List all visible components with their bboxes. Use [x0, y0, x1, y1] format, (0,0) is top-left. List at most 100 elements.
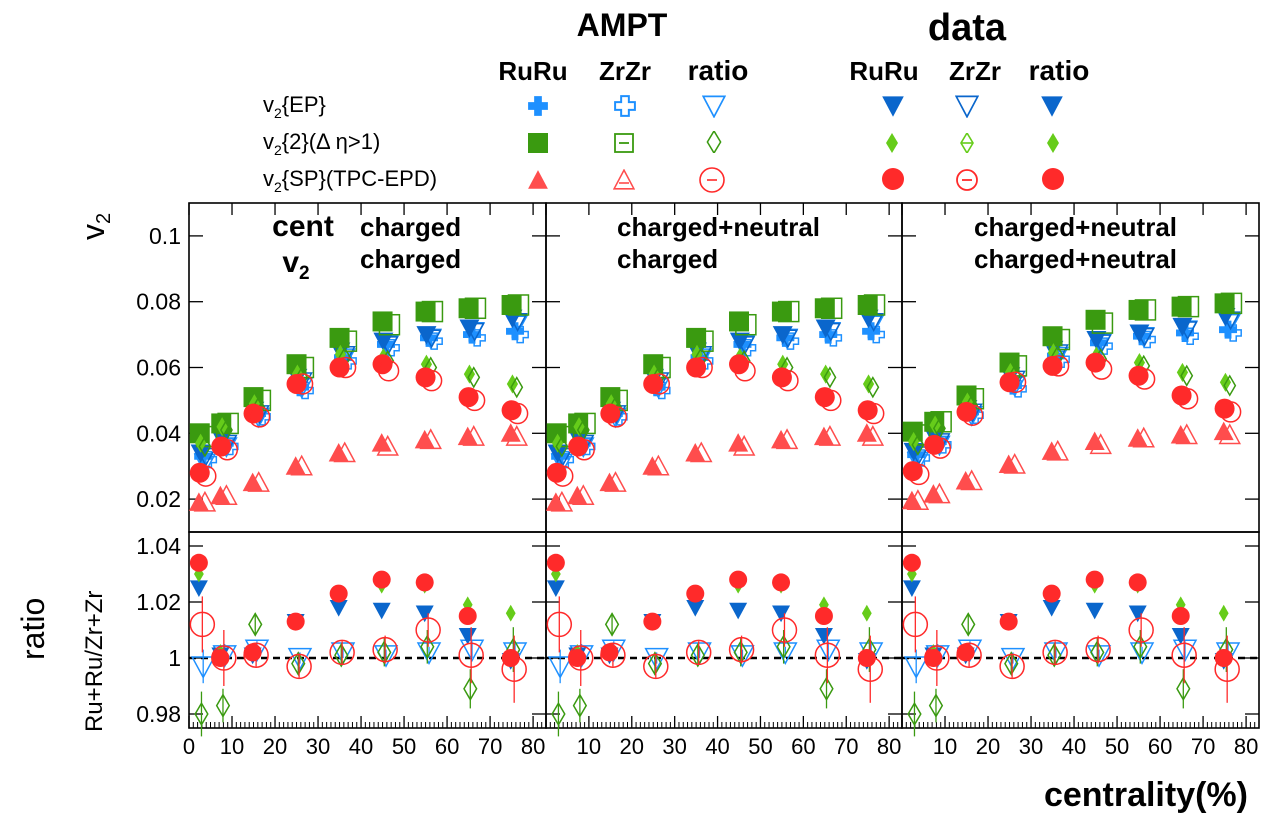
data-point — [195, 465, 217, 487]
data-point — [1042, 326, 1063, 347]
ratio-point — [459, 639, 485, 663]
data-point — [505, 425, 529, 446]
data-point — [371, 433, 392, 452]
panel1-v2-label: v2 — [282, 246, 309, 284]
ratio-point — [372, 570, 391, 589]
ratio-point — [1128, 617, 1154, 643]
data-point — [415, 367, 436, 388]
panel-frame-bottom — [188, 531, 547, 729]
data-point — [732, 434, 756, 456]
ratio-point — [814, 607, 833, 625]
panel1-label-line2: charged — [360, 244, 461, 274]
data-point — [555, 435, 569, 458]
legend-marker-data-ruru-sp — [882, 168, 904, 190]
y-tick-label-top: 0.04 — [136, 420, 181, 446]
data-point — [729, 311, 750, 332]
ratio-point — [690, 642, 706, 668]
ratio-point — [728, 636, 755, 663]
legend-marker-data-zrzr-sp — [956, 169, 978, 191]
x-tick-label: 70 — [1191, 734, 1215, 759]
ratio-point — [902, 611, 929, 638]
data-point — [198, 435, 212, 458]
data-point — [647, 454, 670, 476]
ratio-point — [1042, 639, 1068, 666]
x-tick-label: 20 — [976, 734, 1000, 759]
data-point — [189, 462, 210, 483]
x-tick-label: 60 — [1148, 734, 1172, 759]
ratio-point — [546, 611, 573, 638]
data-point — [1170, 424, 1191, 444]
ratio-point — [415, 617, 441, 643]
ratio-point — [1128, 605, 1147, 623]
ratio-point — [372, 602, 391, 620]
data-point — [464, 322, 485, 342]
y-axis-title-v2: v2 — [75, 213, 115, 240]
data-point — [600, 403, 621, 424]
ratio-point — [857, 649, 876, 667]
data-point — [573, 439, 595, 461]
data-point — [863, 294, 886, 316]
legend-data-title: data — [928, 7, 1007, 49]
data-point — [691, 356, 713, 379]
ratio-point — [903, 656, 929, 679]
data-point — [242, 472, 263, 492]
x-tick-label: 50 — [392, 734, 416, 759]
data-point — [1003, 452, 1026, 474]
data-point — [1047, 355, 1070, 377]
ratio-point — [771, 617, 798, 643]
panel-frame-top — [545, 202, 903, 533]
ratio-point — [956, 642, 982, 668]
data-point — [648, 373, 670, 395]
data-point — [998, 454, 1019, 474]
y-tick-label-top: 0.08 — [136, 289, 181, 315]
data-point — [1134, 327, 1155, 347]
legend-marker-ampt-ruru-sp — [528, 170, 548, 189]
data-point — [908, 424, 931, 446]
legend-marker-data-zrzr-v22 — [960, 133, 974, 153]
data-point — [464, 297, 487, 320]
ratio-point — [924, 649, 943, 667]
ratio-point — [189, 580, 208, 597]
data-point — [775, 428, 799, 450]
data-point — [291, 373, 314, 395]
ratio-point — [463, 676, 478, 702]
data-point — [378, 313, 401, 336]
panel-frame-bottom — [901, 531, 1260, 729]
ratio-point — [861, 604, 872, 622]
data-point — [1133, 368, 1156, 390]
x-tick-label: 70 — [834, 734, 858, 759]
legend-col-data-zrzr: ZrZr — [949, 56, 1001, 86]
ratio-point — [1171, 607, 1190, 625]
ratio-point — [377, 640, 392, 665]
ratio-point — [600, 642, 626, 668]
ratio-point — [462, 596, 473, 614]
data-point — [1091, 312, 1114, 334]
ratio-point — [686, 599, 705, 617]
data-point — [210, 485, 231, 505]
data-point — [1085, 352, 1106, 373]
ratio-point — [546, 553, 565, 572]
x-tick-label: 30 — [306, 734, 330, 759]
data-point — [372, 311, 393, 332]
ratio-point — [1042, 599, 1061, 617]
data-point — [552, 425, 575, 448]
data-point — [511, 325, 529, 344]
data-point — [820, 322, 842, 342]
x-tick-label: 80 — [877, 734, 901, 759]
panel1-label-line1: charged — [360, 212, 461, 242]
data-point — [734, 336, 756, 356]
data-point — [866, 376, 880, 399]
data-point — [1223, 374, 1237, 397]
legend-marker-ampt-ruru-ep — [528, 96, 548, 116]
legend-marker-ampt-ruru-v22 — [528, 133, 548, 153]
ratio-point — [243, 642, 269, 668]
data-point — [463, 389, 486, 412]
data-point — [510, 376, 524, 399]
x-tick-label: 10 — [933, 734, 957, 759]
data-point — [906, 489, 930, 510]
ratio-point — [999, 653, 1025, 680]
ratio-point — [572, 693, 588, 718]
data-point — [1090, 358, 1113, 380]
ratio-point — [772, 605, 791, 623]
ratio-point — [907, 701, 922, 727]
